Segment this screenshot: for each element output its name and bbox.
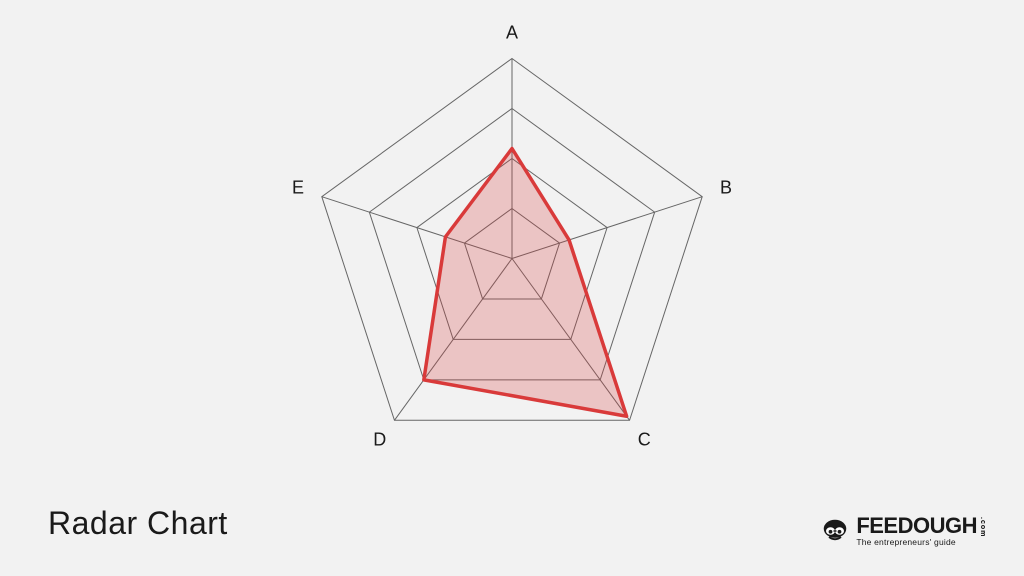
brand-logo: FEEDOUGH .com The entrepreneurs' guide <box>820 515 986 546</box>
brand-name: FEEDOUGH <box>856 515 977 537</box>
axis-label: A <box>506 24 518 43</box>
radar-chart-container: A B C D E <box>262 24 762 529</box>
brand-suffix: .com <box>979 517 986 537</box>
radar-chart-svg: A B C D E <box>262 24 762 524</box>
chart-title: Radar Chart <box>48 505 228 542</box>
brand-text: FEEDOUGH .com The entrepreneurs' guide <box>856 515 986 546</box>
axis-label: E <box>292 178 304 198</box>
brand-name-row: FEEDOUGH .com <box>856 515 986 537</box>
axis-label: B <box>720 178 732 198</box>
axis-label: D <box>373 430 386 450</box>
brand-icon <box>820 516 850 546</box>
radar-series <box>424 149 627 417</box>
brand-tagline: The entrepreneurs' guide <box>856 538 986 547</box>
axis-label: C <box>638 430 651 450</box>
